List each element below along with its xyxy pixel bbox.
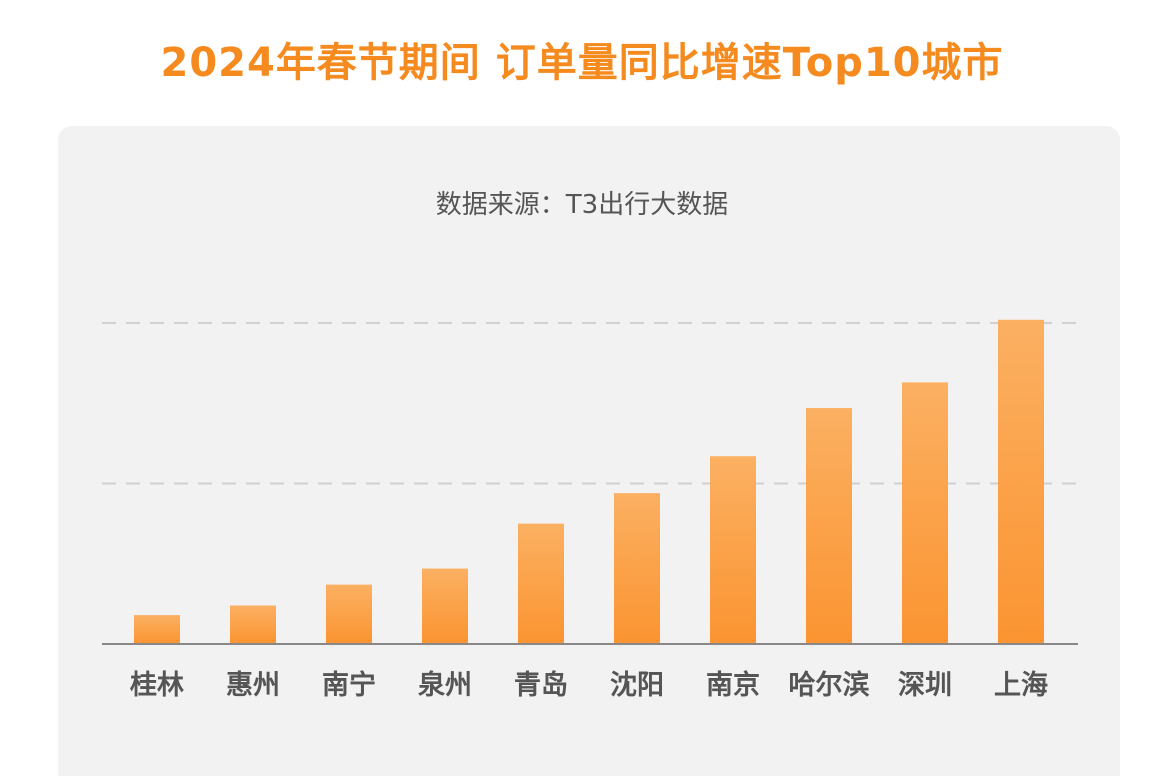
bar-1 (230, 605, 276, 644)
bars (134, 319, 1044, 644)
x-tick-label-1: 惠州 (226, 670, 280, 701)
x-tick-label-7: 哈尔滨 (789, 669, 870, 701)
bar-7 (806, 408, 852, 644)
bar-3 (422, 568, 468, 644)
bar-6 (710, 456, 756, 644)
bar-5 (614, 493, 660, 644)
x-tick-label-4: 青岛 (514, 669, 568, 701)
grid-lines (102, 322, 1078, 485)
bar-0 (134, 615, 180, 644)
x-tick-label-8: 深圳 (898, 670, 952, 701)
x-tick-labels: 桂林 惠州 南宁 泉州 青岛 沈阳 南京 哈尔滨 深圳 上海 (130, 669, 1048, 701)
x-tick-label-3: 泉州 (418, 669, 472, 701)
x-tick-label-5: 沈阳 (610, 670, 664, 701)
bar-8 (902, 382, 948, 644)
x-tick-label-2: 南宁 (322, 669, 376, 701)
x-tick-label-6: 南京 (706, 669, 760, 701)
bar-4 (518, 523, 564, 644)
x-tick-label-0: 桂林 (130, 670, 184, 701)
bar-2 (326, 584, 372, 644)
chart-title: 2024年春节期间 订单量同比增速Top10城市 (160, 40, 1004, 86)
x-tick-label-9: 上海 (994, 670, 1048, 701)
bar-9 (998, 319, 1044, 644)
chart-subtitle: 数据来源：T3出行大数据 (435, 190, 729, 220)
